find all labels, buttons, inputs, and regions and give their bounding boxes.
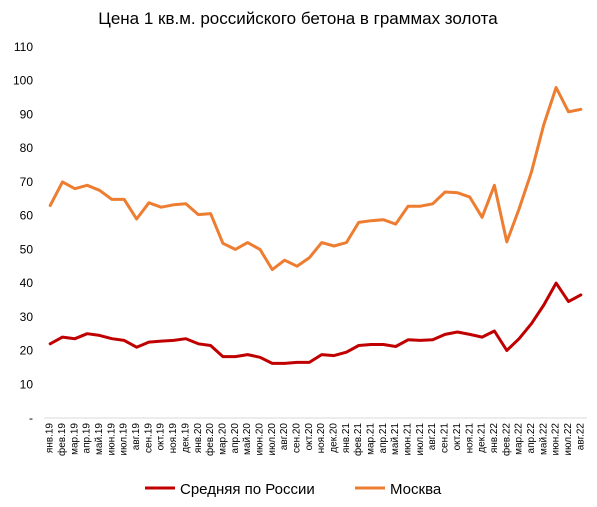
legend: Средняя по России Москва [145, 481, 442, 498]
x-tick-label: мар.22 [514, 423, 525, 455]
x-tick-label: сен.20 [291, 423, 302, 453]
series-line-moscow [48, 86, 583, 272]
y-tick-label: 110 [14, 40, 33, 54]
x-tick-label: май.20 [242, 423, 253, 455]
x-tick-label: сен.21 [440, 423, 451, 453]
x-tick-label: янв.22 [489, 423, 500, 454]
y-tick-label: 100 [13, 74, 33, 88]
x-tick-label: дек.20 [329, 423, 340, 453]
y-tick-label: 50 [20, 242, 34, 256]
x-tick-label: окт.19 [156, 423, 167, 451]
x-tick-label: авг.20 [279, 423, 290, 451]
x-tick-label: дек.19 [180, 423, 191, 453]
plot-lines [48, 86, 583, 365]
x-tick-label: сен.19 [143, 423, 154, 453]
x-tick-label: фев.20 [204, 423, 216, 456]
chart-title: Цена 1 кв.м. российского бетона в грамма… [98, 9, 498, 28]
x-tick-label: июл.19 [119, 423, 130, 456]
x-tick-label: мар.21 [366, 423, 377, 455]
x-tick-label: авг.21 [427, 423, 438, 451]
y-tick-label: 20 [20, 344, 34, 358]
x-tick-label: июл.21 [415, 423, 426, 456]
x-tick-label: июн.20 [254, 423, 265, 456]
x-tick-label: фев.22 [500, 423, 512, 456]
x-tick-label: май.19 [94, 423, 105, 455]
x-tick-label: фев.21 [352, 423, 364, 456]
x-tick-label: дек.21 [477, 423, 488, 453]
x-tick-label: май.21 [390, 423, 401, 455]
x-tick-label: мар.20 [217, 423, 228, 455]
x-tick-label: июн.19 [106, 423, 117, 456]
x-tick-label: янв.21 [341, 423, 352, 454]
legend-label-russia: Средняя по России [180, 481, 315, 498]
x-tick-label: авг.19 [131, 423, 142, 451]
x-tick-label: апр.19 [82, 423, 93, 454]
x-tick-label: янв.20 [193, 423, 204, 454]
x-tick-label: июн.22 [551, 423, 562, 456]
x-tick-label: окт.20 [304, 423, 315, 451]
x-tick-label: июл.22 [563, 423, 574, 456]
y-axis: - 10 20 30 40 50 60 70 80 90 100 110 [13, 40, 33, 425]
x-tick-label: май.22 [538, 423, 549, 455]
y-tick-label: 70 [20, 175, 34, 189]
y-tick-label: - [29, 411, 33, 425]
y-tick-label: 80 [20, 141, 34, 155]
y-tick-label: 60 [20, 209, 34, 223]
x-tick-label: авг.22 [575, 423, 586, 451]
y-tick-label: 40 [20, 276, 34, 290]
legend-label-moscow: Москва [390, 481, 442, 498]
x-tick-label: апр.20 [230, 423, 241, 454]
y-tick-label: 30 [20, 310, 34, 324]
x-tick-label: июл.20 [267, 423, 278, 456]
x-tick-label: фев.19 [56, 423, 68, 456]
x-tick-label: ноя.20 [316, 423, 327, 454]
y-tick-label: 90 [20, 107, 34, 121]
x-tick-label: апр.21 [378, 423, 389, 454]
x-tick-label: ноя.19 [168, 423, 179, 454]
x-tick-label: окт.21 [452, 423, 463, 451]
x-tick-label: июн.21 [403, 423, 414, 456]
x-tick-label: янв.19 [45, 423, 56, 454]
x-tick-label: мар.19 [69, 423, 80, 455]
y-tick-label: 10 [20, 377, 34, 391]
x-tick-label: ноя.21 [464, 423, 475, 454]
x-axis: янв.19 фев.19 мар.19 апр.19 май.19 июн.19 июл.… [45, 423, 587, 456]
series-line-russia [48, 281, 583, 365]
x-tick-label: апр.22 [526, 423, 537, 454]
